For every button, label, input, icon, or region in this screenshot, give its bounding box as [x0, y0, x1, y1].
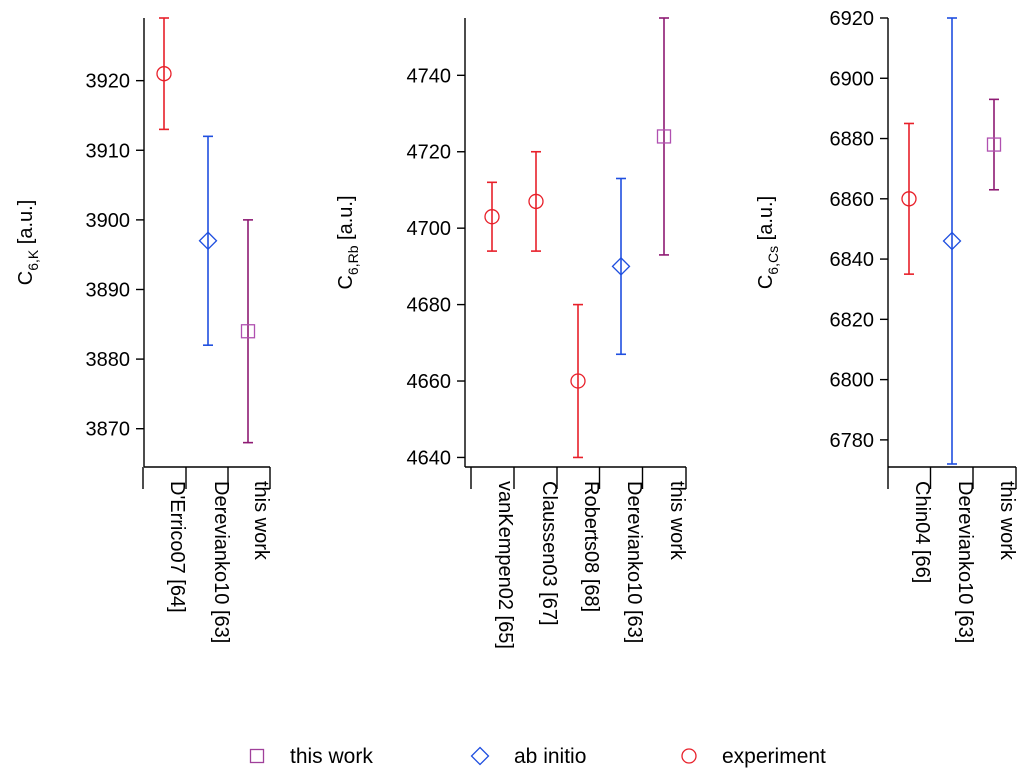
category-label-this-work: this work: [996, 481, 1018, 561]
data-point-d-errico07-64: [156, 17, 172, 131]
data-marker: [484, 209, 500, 225]
category-label-chin04-66: Chin04 [66]: [911, 481, 933, 583]
data-point-chin04-66: [901, 122, 917, 275]
y-axis-label-main: C: [335, 275, 357, 289]
category-label-roberts08-68: Roberts08 [68]: [580, 481, 602, 612]
y-tick-label: 6800: [830, 370, 875, 392]
legend-item-ab-initio: ab initio: [470, 745, 586, 768]
chart-panel-2: 4640 4660 4680 4700 4720 4740 vanKempen02 [65]…: [335, 17, 688, 649]
y-tick-label: 3910: [86, 140, 131, 162]
chart-panel-3: 6780 6800 6820 6840 6860 6880 6900 6920 Chin04 […: [755, 8, 1018, 643]
y-axis-label-main: C: [755, 275, 777, 289]
legend-item-this-work: this work: [249, 745, 373, 768]
y-tick-label: 6920: [830, 8, 875, 30]
category-label-derevianko10-63: Derevianko10 [63]: [623, 481, 645, 643]
panels: 3870 3880 3890 3900 3910 3920 D'Errico07 [64] D…: [15, 8, 1018, 649]
legend-label: experiment: [722, 745, 826, 768]
legend-marker-circle: [681, 748, 697, 764]
y-tick-label: 4740: [407, 65, 452, 87]
legend-item-experiment: experiment: [681, 745, 826, 768]
data-point-derevianko10-63: [942, 17, 962, 465]
y-tick-label: 3880: [86, 349, 131, 371]
y-tick-label: 6860: [830, 189, 875, 211]
y-axis-label-subscript: 6,Cs: [765, 246, 781, 275]
y-tick-label: 3900: [86, 210, 131, 232]
data-marker: [611, 256, 631, 276]
y-tick-label: 4720: [407, 142, 452, 164]
y-axis-label-unit: [a.u.]: [335, 195, 357, 245]
category-label-vankempen02-65: vanKempen02 [65]: [494, 481, 516, 649]
y-axis-label-unit: [a.u.]: [755, 196, 777, 246]
category-label-derevianko10-63: Derevianko10 [63]: [954, 481, 976, 643]
y-axis-label: C6,Cs [a.u.]: [755, 196, 781, 289]
chart-panel-1: 3870 3880 3890 3900 3910 3920 D'Errico07 [64] D…: [15, 17, 272, 643]
data-point-this-work: [986, 98, 1002, 191]
data-marker: [198, 231, 218, 251]
category-label-this-work: this work: [666, 481, 688, 561]
data-point-vankempen02-65: [484, 181, 500, 252]
data-marker: [901, 191, 917, 207]
data-marker: [156, 66, 172, 82]
data-point-roberts08-68: [570, 303, 586, 459]
legend-marker-square: [249, 748, 265, 764]
category-label-d-errico07-64: D'Errico07 [64]: [166, 481, 188, 613]
data-marker: [240, 324, 256, 339]
y-tick-label: 6840: [830, 249, 875, 271]
y-axis-label-unit: [a.u.]: [15, 200, 37, 250]
y-tick-label: 3920: [86, 71, 131, 93]
y-tick-label: 4660: [407, 371, 452, 393]
y-axis-label-subscript: 6,K: [25, 249, 41, 271]
y-axis-label-subscript: 6,Rb: [345, 245, 361, 275]
y-tick-label: 6880: [830, 129, 875, 151]
data-marker: [570, 373, 586, 389]
legend-label: ab initio: [514, 745, 586, 768]
data-marker: [528, 193, 544, 210]
legend: this work ab initio experiment: [249, 745, 826, 768]
category-label-derevianko10-63: Derevianko10 [63]: [210, 481, 232, 643]
y-tick-label: 4640: [407, 447, 452, 469]
data-point-this-work: [240, 219, 256, 444]
y-tick-label: 3870: [86, 419, 131, 441]
data-marker: [656, 129, 672, 144]
legend-label: this work: [290, 745, 373, 768]
y-tick-label: 6820: [830, 309, 875, 331]
legend-marker-diamond: [470, 746, 490, 766]
data-marker: [986, 137, 1002, 152]
y-tick-label: 6780: [830, 430, 875, 452]
y-axis-label: C6,Rb [a.u.]: [335, 195, 361, 289]
y-axis-label: C6,K [a.u.]: [15, 200, 41, 286]
category-label-this-work: this work: [250, 481, 272, 561]
category-label-claussen03-67: Claussen03 [67]: [538, 481, 560, 626]
data-point-this-work: [656, 17, 672, 256]
y-tick-label: 6900: [830, 68, 875, 90]
y-tick-label: 4680: [407, 295, 452, 317]
y-tick-label: 3890: [86, 279, 131, 301]
data-marker: [942, 231, 962, 251]
y-axis-label-main: C: [15, 271, 37, 285]
data-point-derevianko10-63: [198, 135, 218, 346]
data-point-derevianko10-63: [611, 177, 631, 356]
y-tick-label: 4700: [407, 218, 452, 240]
data-point-claussen03-67: [528, 150, 544, 252]
